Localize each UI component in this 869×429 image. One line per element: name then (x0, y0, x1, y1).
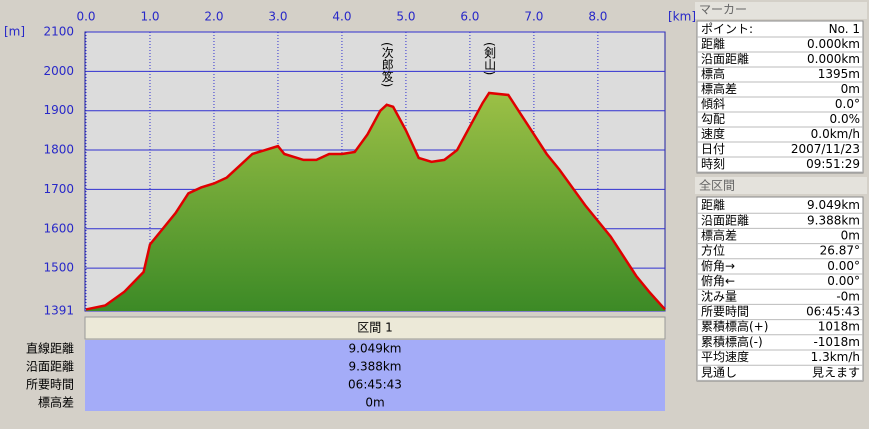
y-tick-label: 1600 (43, 221, 74, 235)
row-label: 標高 (701, 66, 725, 81)
row-value: 0m (841, 82, 860, 96)
row-value: -0m (836, 289, 860, 303)
x-tick-label: 1.0 (140, 10, 159, 24)
row-value: 2007/11/23 (791, 142, 860, 156)
row-label: 速度 (701, 126, 725, 141)
row-label: 累積標高(-) (701, 334, 763, 349)
row-value: No. 1 (829, 22, 860, 36)
y-tick-label: 1391 (43, 304, 74, 318)
row-value: 1395m (818, 67, 860, 81)
x-unit: [km] (668, 10, 696, 24)
section-header (84, 316, 666, 340)
profile-line (85, 91, 666, 311)
row-value: 06:45:43 (806, 305, 860, 319)
row-value: 9.388km (349, 360, 402, 374)
row-value: 0.0% (830, 112, 861, 126)
y-tick-label: 1900 (43, 103, 74, 117)
y-tick-label: 1500 (43, 261, 74, 275)
row-label: 距離 (701, 37, 725, 51)
x-tick-label: 0.0 (76, 10, 95, 24)
annotation: (剣山) (483, 42, 497, 75)
x-tick-label: 5.0 (396, 10, 415, 24)
row-value: 見えます (812, 365, 860, 379)
y-tick-label: 2100 (43, 25, 74, 39)
y-unit: [m] (4, 25, 25, 39)
x-tick-label: 2.0 (204, 10, 223, 24)
row-value: 9.049km (807, 198, 860, 212)
x-tick-label: 4.0 (332, 10, 351, 24)
annotation: (次郎笈) (380, 42, 394, 87)
row-label: 標高差 (701, 228, 737, 243)
row-value: 0.0° (835, 97, 860, 111)
row-label: 直線距離 (26, 341, 74, 356)
total-title: 全区間 (699, 178, 735, 193)
row-label: ポイント: (701, 22, 753, 36)
section-title: 区間 1 (357, 321, 392, 335)
row-label: 所要時間 (701, 305, 749, 319)
row-label: 所要時間 (26, 378, 74, 392)
row-value: 0.00° (827, 274, 860, 288)
row-value: 26.87° (820, 244, 860, 258)
row-label: 時刻 (701, 157, 725, 171)
row-label: 平均速度 (701, 349, 749, 364)
row-value: 9.388km (807, 213, 860, 227)
row-label: 標高差 (38, 395, 74, 410)
row-value: 0m (841, 229, 860, 243)
row-label: 俯角→ (701, 258, 735, 273)
row-value: -1018m (813, 335, 860, 349)
row-value: 0.000km (807, 52, 860, 66)
total-header (695, 177, 867, 194)
marker-header (695, 2, 867, 19)
row-label: 沿面距離 (701, 213, 749, 227)
y-tick-label: 1700 (43, 182, 74, 196)
row-value: 1018m (818, 320, 860, 334)
x-tick-label: 3.0 (268, 10, 287, 24)
row-label: 俯角← (701, 273, 735, 288)
row-label: 沈み量 (701, 288, 737, 303)
marker-title: マーカー (699, 3, 747, 17)
y-tick-label: 1800 (43, 143, 74, 157)
row-label: 勾配 (701, 112, 725, 126)
row-label: 距離 (701, 198, 725, 212)
x-tick-label: 6.0 (460, 10, 479, 24)
x-tick-label: 8.0 (588, 10, 607, 24)
row-label: 沿面距離 (701, 52, 749, 66)
row-label: 沿面距離 (26, 360, 74, 374)
row-value: 0m (365, 396, 384, 410)
x-tick-label: 7.0 (524, 10, 543, 24)
area-fill (86, 92, 665, 312)
section-body (85, 340, 665, 411)
y-tick-label: 2000 (43, 64, 74, 78)
row-value: 1.3km/h (811, 350, 860, 364)
row-value: 0.000km (807, 37, 860, 51)
row-label: 方位 (701, 243, 725, 258)
row-value: 0.00° (827, 259, 860, 273)
row-value: 09:51:29 (806, 157, 860, 171)
row-value: 0.0km/h (811, 127, 860, 141)
row-label: 見通し (701, 365, 737, 379)
row-value: 9.049km (349, 342, 402, 356)
row-label: 累積標高(+) (701, 319, 768, 334)
row-label: 日付 (701, 142, 725, 156)
row-label: 傾斜 (701, 97, 725, 111)
row-value: 06:45:43 (348, 378, 402, 392)
row-label: 標高差 (701, 81, 737, 96)
